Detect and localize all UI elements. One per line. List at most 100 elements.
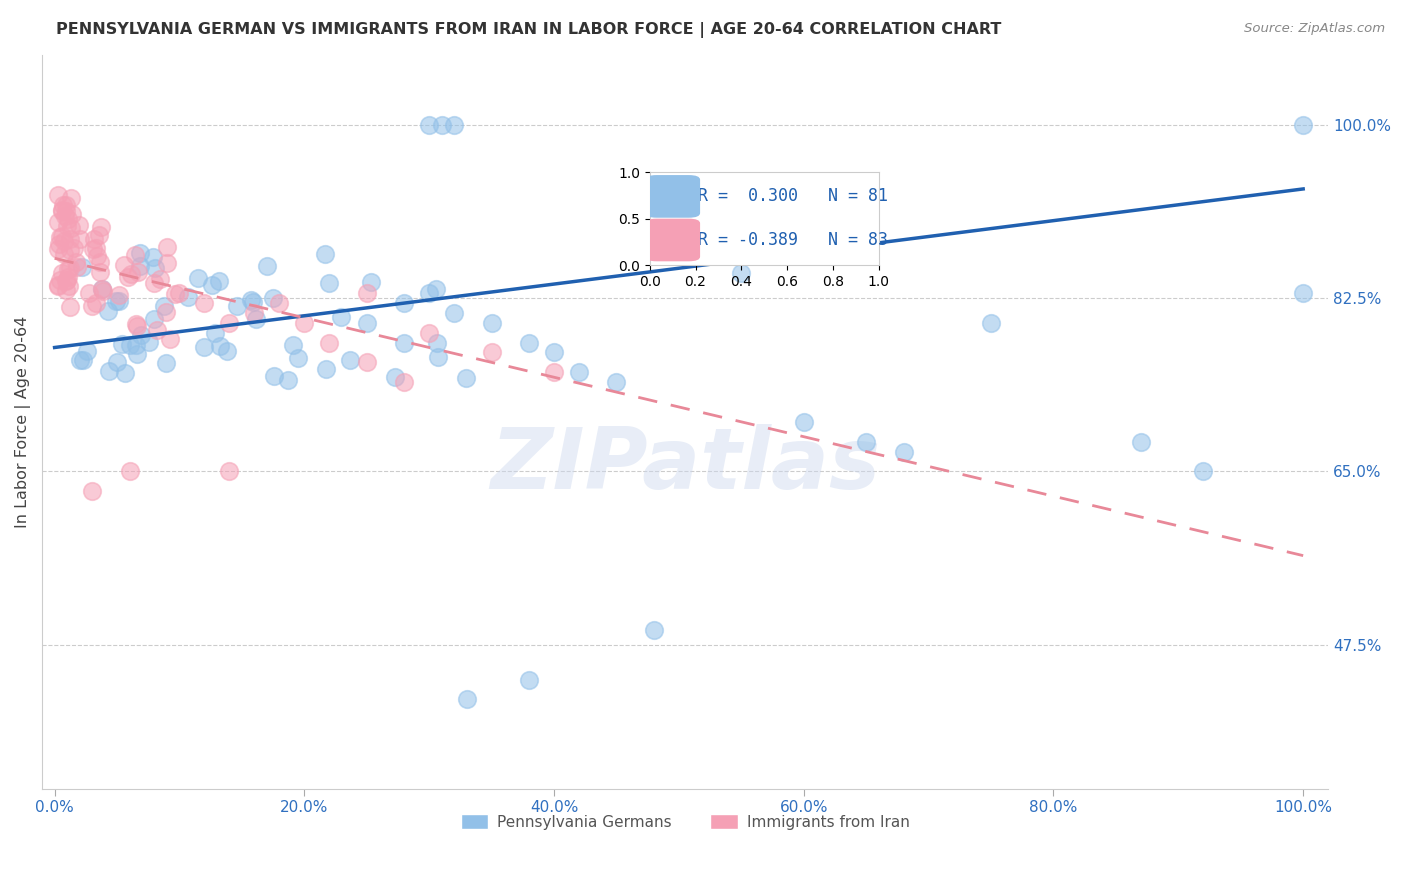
Point [1129, 434, 1152, 449]
Point [1292, 118, 1315, 132]
Point [169, 285, 191, 300]
Point [82, 242, 104, 256]
Point [281, 338, 304, 352]
Point [240, 293, 263, 307]
Point [59, 261, 82, 276]
Point [129, 245, 152, 260]
Point [287, 351, 309, 365]
Point [481, 316, 503, 330]
Point [118, 338, 141, 352]
Point [425, 282, 447, 296]
Point [517, 335, 540, 350]
Point [855, 434, 877, 449]
FancyBboxPatch shape [645, 175, 700, 218]
Point [52, 198, 75, 212]
Point [62, 207, 84, 221]
Point [242, 295, 264, 310]
Point [114, 366, 136, 380]
Point [51, 203, 73, 218]
Point [392, 296, 415, 310]
Point [90, 220, 112, 235]
Point [201, 278, 224, 293]
Point [51, 202, 73, 217]
Point [418, 326, 440, 340]
Point [55, 283, 77, 297]
Point [48, 237, 70, 252]
Text: Source: ZipAtlas.com: Source: ZipAtlas.com [1244, 22, 1385, 36]
Point [668, 246, 690, 260]
Point [105, 355, 128, 369]
Point [138, 334, 160, 349]
Point [70, 260, 93, 274]
Point [443, 118, 465, 132]
Point [262, 291, 284, 305]
Point [156, 240, 179, 254]
Point [568, 365, 591, 379]
Point [163, 287, 186, 301]
Point [52, 247, 75, 261]
Point [149, 271, 172, 285]
Point [46, 277, 69, 292]
Point [292, 316, 315, 330]
Point [318, 276, 340, 290]
Point [80, 484, 103, 499]
Point [55, 274, 77, 288]
Point [72, 353, 94, 368]
Point [392, 375, 415, 389]
Point [60, 191, 83, 205]
Point [159, 332, 181, 346]
Point [120, 268, 142, 282]
Point [97, 304, 120, 318]
Point [141, 250, 163, 264]
Point [543, 345, 565, 359]
Point [127, 347, 149, 361]
Point [118, 464, 141, 478]
Point [117, 270, 139, 285]
Point [605, 375, 627, 389]
Point [1192, 464, 1215, 478]
Legend: Pennsylvania Germans, Immigrants from Iran: Pennsylvania Germans, Immigrants from Ir… [454, 807, 915, 836]
Point [256, 259, 278, 273]
Point [84, 296, 107, 310]
Point [418, 118, 440, 132]
Point [226, 299, 249, 313]
Point [53, 209, 76, 223]
Point [56, 273, 79, 287]
Point [339, 352, 361, 367]
Point [245, 312, 267, 326]
Point [89, 265, 111, 279]
FancyBboxPatch shape [645, 219, 700, 261]
Point [314, 247, 336, 261]
Point [156, 256, 179, 270]
Point [146, 323, 169, 337]
Point [48, 273, 70, 287]
Point [793, 415, 815, 429]
Text: PENNSYLVANIA GERMAN VS IMMIGRANTS FROM IRAN IN LABOR FORCE | AGE 20-64 CORRELATI: PENNSYLVANIA GERMAN VS IMMIGRANTS FROM I… [56, 22, 1001, 38]
Point [56, 270, 79, 285]
Point [46, 188, 69, 202]
Point [207, 274, 229, 288]
Point [218, 464, 240, 478]
Point [69, 352, 91, 367]
Point [193, 296, 215, 310]
Point [46, 215, 69, 229]
Point [131, 327, 153, 342]
Point [112, 258, 135, 272]
Point [66, 260, 89, 274]
Point [269, 296, 291, 310]
Point [155, 305, 177, 319]
Point [77, 286, 100, 301]
Point [89, 228, 111, 243]
Point [55, 198, 77, 212]
Point [176, 290, 198, 304]
Point [51, 266, 73, 280]
Point [315, 362, 337, 376]
Point [105, 293, 128, 308]
Point [430, 118, 453, 132]
Point [426, 335, 449, 350]
Point [360, 276, 382, 290]
Point [125, 317, 148, 331]
Point [517, 673, 540, 687]
Point [143, 261, 166, 276]
Point [243, 306, 266, 320]
